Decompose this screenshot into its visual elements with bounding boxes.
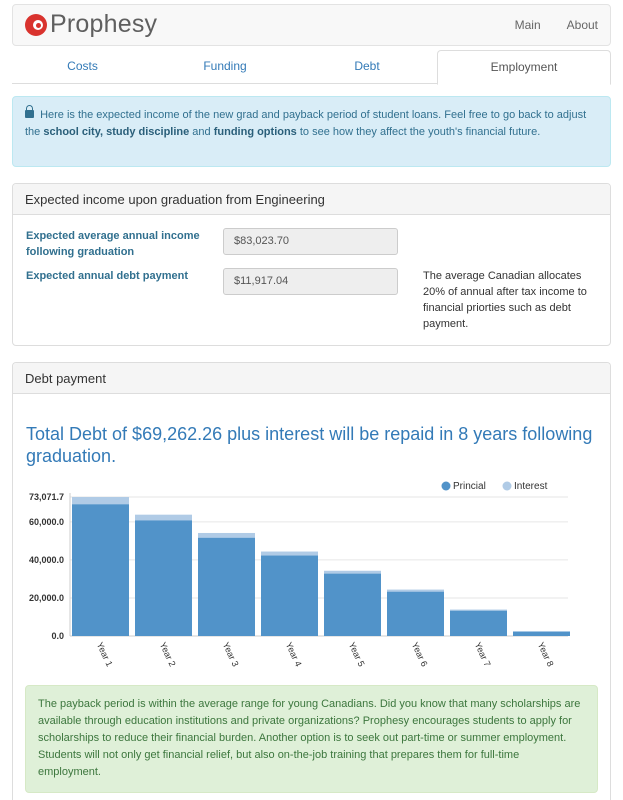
x-tick-label: Year 4	[284, 641, 304, 669]
tab-costs[interactable]: Costs	[67, 59, 98, 73]
bar-principal	[261, 555, 318, 636]
legend-swatch-principal	[441, 481, 451, 491]
x-tick-label: Year 8	[536, 641, 556, 669]
x-tick-label: Year 1	[95, 641, 115, 669]
y-tick-label: 73,071.7	[29, 492, 64, 502]
income-field: $83,023.70	[223, 228, 398, 255]
logo-icon	[25, 13, 47, 36]
success-alert: The payback period is within the average…	[25, 685, 598, 793]
info-bold-1: school city, study discipline	[43, 126, 190, 138]
debt-payment-field: $11,917.04	[223, 268, 398, 295]
tab-bar: Costs Funding Debt Employment	[12, 50, 611, 85]
income-panel: Expected income upon graduation from Eng…	[12, 183, 611, 346]
legend-label-interest: Interest	[514, 481, 548, 492]
tab-debt[interactable]: Debt	[354, 59, 380, 73]
x-tick-label: Year 3	[221, 641, 241, 669]
chart-title: Total Debt of $69,262.26 plus interest w…	[26, 424, 593, 466]
bar-interest	[198, 532, 255, 538]
income-label: Expected average annual income following…	[26, 230, 200, 258]
income-panel-heading: Expected income upon graduation from Eng…	[13, 184, 610, 215]
y-tick-label: 0.0	[51, 631, 64, 641]
debt-payment-label: Expected annual debt payment	[26, 270, 188, 282]
y-tick-label: 60,000.0	[29, 517, 64, 527]
allocation-note: The average Canadian allocates 20% of an…	[423, 270, 587, 330]
info-text-3: to see how they affect the youth's finan…	[296, 126, 541, 138]
info-text-2: and	[189, 126, 214, 138]
bar-principal	[450, 610, 507, 636]
bar-principal	[198, 537, 255, 636]
bar-principal	[324, 573, 381, 636]
bar-principal	[513, 631, 570, 636]
lock-icon	[25, 105, 34, 118]
x-tick-label: Year 7	[473, 641, 493, 669]
debt-chart: 0.0 20,000.0 40,000.0 60,000.0 73,071.7 Princ…	[29, 481, 570, 669]
tab-employment[interactable]: Employment	[437, 50, 611, 85]
bar-interest	[261, 551, 318, 556]
x-tick-label: Year 2	[158, 641, 178, 669]
info-text-1: Here is the expected income of the new g…	[25, 109, 587, 138]
nav-links: Main About	[515, 18, 598, 32]
debt-panel-heading: Debt payment	[13, 363, 610, 394]
x-tick-label: Year 5	[347, 641, 367, 669]
bar-interest	[387, 589, 444, 592]
legend-label-principal: Princial	[453, 481, 486, 492]
info-alert: Here is the expected income of the new g…	[12, 96, 611, 167]
bar-interest	[450, 609, 507, 611]
bar-principal	[135, 520, 192, 636]
navbar: Prophesy Main About	[12, 4, 611, 46]
nav-link-about[interactable]: About	[566, 18, 598, 32]
nav-link-main[interactable]: Main	[514, 18, 541, 32]
brand[interactable]: Prophesy	[25, 10, 157, 39]
y-tick-label: 40,000.0	[29, 555, 64, 565]
brand-name: Prophesy	[50, 10, 158, 38]
tab-funding[interactable]: Funding	[203, 59, 247, 73]
bar-interest	[135, 514, 192, 521]
legend-swatch-interest	[502, 481, 512, 491]
y-tick-label: 20,000.0	[29, 593, 64, 603]
bar-interest	[72, 497, 129, 505]
bar-principal	[72, 504, 129, 636]
x-tick-label: Year 6	[410, 641, 430, 669]
bar-interest	[324, 570, 381, 574]
debt-panel: Debt payment Total Debt of $69,262.26 pl…	[12, 362, 611, 800]
info-bold-2: funding options	[213, 126, 297, 138]
bar-principal	[387, 591, 444, 636]
